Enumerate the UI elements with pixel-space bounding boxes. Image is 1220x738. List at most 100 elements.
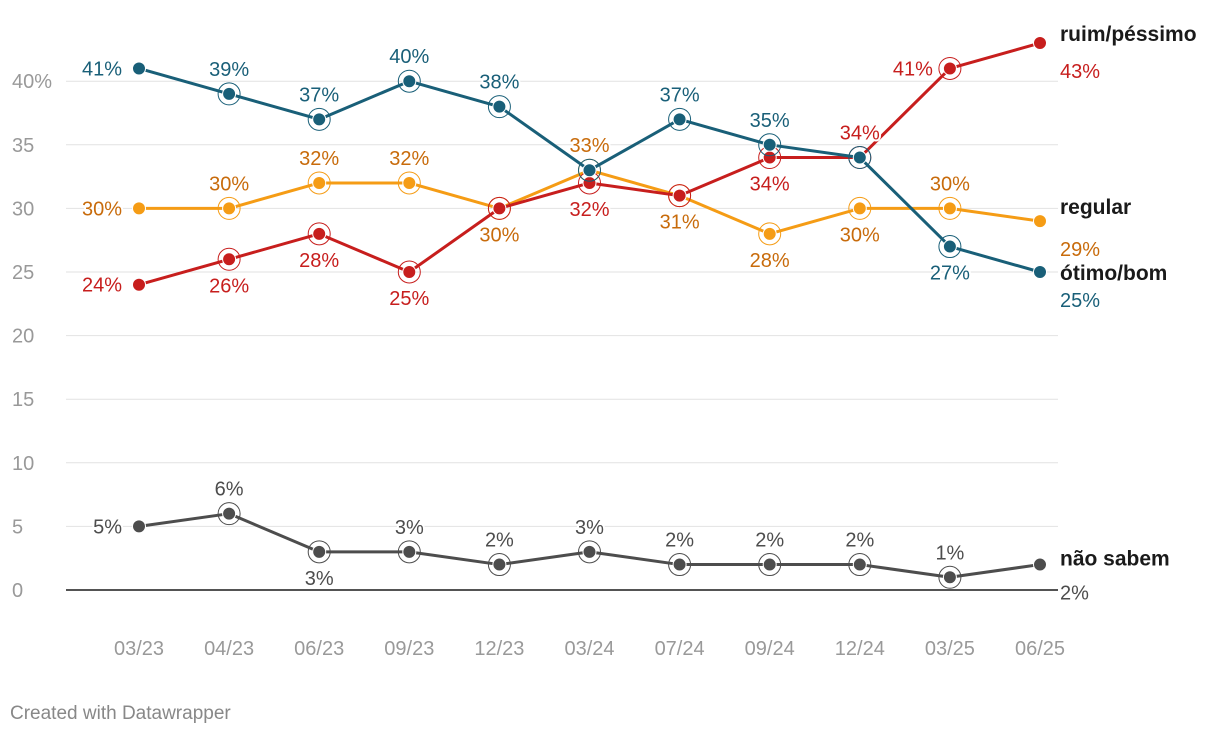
- y-tick-label: 5: [12, 516, 23, 538]
- data-point-ring: [307, 107, 331, 131]
- data-label: 5%: [93, 516, 122, 538]
- data-label: 32%: [389, 148, 429, 170]
- data-label: 2%: [755, 530, 784, 552]
- x-tick-label: 07/24: [655, 638, 705, 660]
- x-tick-label: 12/23: [474, 638, 524, 660]
- data-point: [942, 61, 957, 76]
- data-point: [672, 112, 687, 127]
- data-label: 35%: [750, 110, 790, 132]
- data-label: 32%: [299, 148, 339, 170]
- y-tick-label: 0: [12, 580, 23, 602]
- data-point: [942, 239, 957, 254]
- data-point: [582, 175, 597, 190]
- data-point-ring: [307, 222, 331, 246]
- data-point-ring: [217, 502, 241, 526]
- grid: [66, 80, 1058, 591]
- data-point: [132, 519, 146, 534]
- data-label: 1%: [935, 542, 964, 564]
- data-label: 34%: [750, 174, 790, 196]
- x-tick-label: 12/24: [835, 638, 885, 660]
- data-label: 3%: [305, 568, 334, 590]
- data-point-ring: [397, 260, 421, 284]
- series-name-label: não sabem: [1060, 548, 1170, 571]
- data-label: 34%: [840, 123, 880, 145]
- data-point: [402, 175, 417, 190]
- data-point: [852, 201, 867, 216]
- data-point-ring: [758, 553, 782, 577]
- data-point-ring: [668, 553, 692, 577]
- data-point-ring: [938, 56, 962, 80]
- data-point: [1033, 265, 1047, 279]
- data-label: 2%: [1060, 583, 1089, 605]
- series-lines: [132, 36, 1047, 589]
- x-tick-label: 06/25: [1015, 638, 1065, 660]
- data-label: 30%: [930, 173, 970, 195]
- data-point: [762, 150, 777, 165]
- data-point-ring: [397, 540, 421, 564]
- data-label: 2%: [485, 530, 514, 552]
- data-label: 25%: [389, 288, 429, 310]
- data-label: 26%: [209, 275, 249, 297]
- data-point: [672, 188, 687, 203]
- data-label: 39%: [209, 59, 249, 81]
- data-label: 40%: [389, 46, 429, 68]
- data-point: [672, 557, 687, 572]
- data-point: [582, 544, 597, 559]
- data-label: 37%: [660, 84, 700, 106]
- data-label: 30%: [209, 173, 249, 195]
- data-point: [582, 163, 597, 178]
- data-label: 2%: [845, 530, 874, 552]
- data-point: [312, 175, 327, 190]
- footer-credit: Created with Datawrapper: [10, 703, 231, 724]
- data-point-ring: [307, 540, 331, 564]
- data-point-ring: [938, 565, 962, 589]
- data-label: 31%: [660, 212, 700, 234]
- x-tick-label: 04/23: [204, 638, 254, 660]
- data-point: [312, 112, 327, 127]
- y-tick-label: 35: [12, 135, 34, 157]
- x-tick-label: 09/24: [745, 638, 795, 660]
- data-point: [222, 86, 237, 101]
- data-point: [312, 226, 327, 241]
- data-label: 27%: [930, 263, 970, 285]
- data-point: [762, 137, 777, 152]
- data-point-ring: [938, 235, 962, 259]
- data-point: [222, 201, 237, 216]
- data-point: [132, 201, 146, 216]
- data-point-ring: [668, 107, 692, 131]
- data-point-ring: [758, 222, 782, 246]
- data-label: 25%: [1060, 290, 1100, 312]
- data-point: [1033, 36, 1047, 51]
- x-tick-label: 03/25: [925, 638, 975, 660]
- data-label: 30%: [82, 198, 122, 220]
- data-label: 41%: [82, 58, 122, 80]
- data-label: 28%: [299, 250, 339, 272]
- data-point-ring: [848, 553, 872, 577]
- data-point: [312, 544, 327, 559]
- data-label: 30%: [479, 224, 519, 246]
- y-tick-label: 15: [12, 389, 34, 411]
- data-point: [942, 570, 957, 585]
- data-label: 30%: [840, 224, 880, 246]
- data-label: 6%: [215, 479, 244, 501]
- x-tick-label: 03/24: [564, 638, 614, 660]
- data-point-ring: [848, 196, 872, 220]
- data-point-ring: [938, 196, 962, 220]
- data-point: [1033, 557, 1047, 572]
- series-name-label: ótimo/bom: [1060, 262, 1167, 285]
- x-tick-label: 09/23: [384, 638, 434, 660]
- data-point-ring: [758, 133, 782, 157]
- data-point-ring: [487, 196, 511, 220]
- data-label: 24%: [82, 275, 122, 297]
- data-label: 28%: [750, 250, 790, 272]
- y-tick-label: 10: [12, 453, 34, 475]
- y-tick-label: 30: [12, 198, 34, 220]
- data-point: [492, 557, 507, 572]
- y-axis: 0 5 10 15 20 25 30 35 40%: [12, 71, 52, 602]
- x-axis: 03/23 04/23 06/23 09/23 12/23 03/24 07/24 09/24…: [114, 638, 1065, 660]
- data-point-ring: [578, 158, 601, 182]
- data-point: [222, 252, 237, 267]
- y-tick-label: 20: [12, 326, 34, 348]
- data-label: 3%: [395, 517, 424, 539]
